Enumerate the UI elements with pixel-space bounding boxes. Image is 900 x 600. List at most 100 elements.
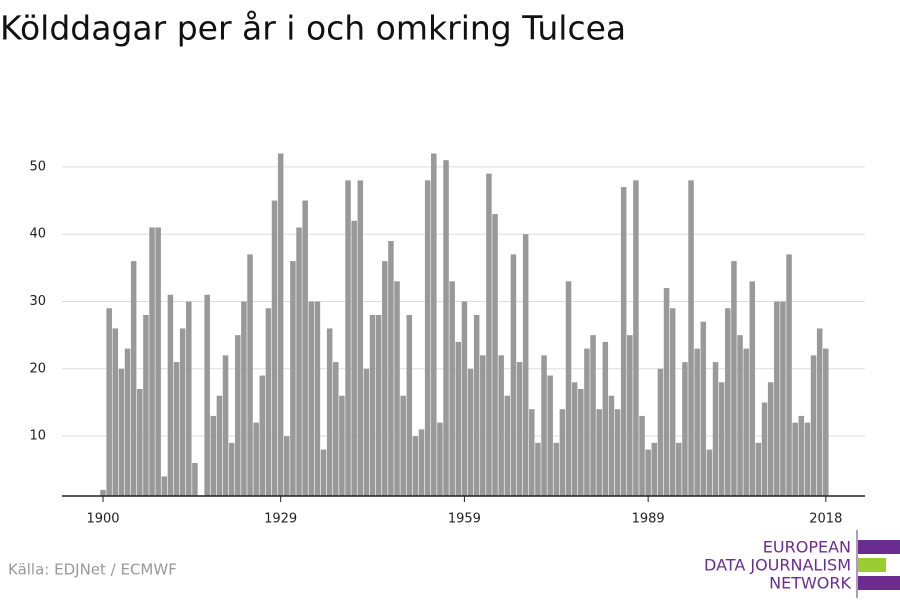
bar <box>265 308 272 496</box>
bar <box>584 348 590 496</box>
bar <box>467 368 474 496</box>
x-tick-label: 1929 <box>264 512 297 527</box>
bar <box>541 355 547 496</box>
bar <box>602 341 609 496</box>
logo-bar <box>858 540 900 554</box>
bar <box>314 301 321 496</box>
bar <box>455 341 462 496</box>
bar <box>633 180 639 497</box>
bar <box>443 160 449 497</box>
bar <box>571 382 578 496</box>
bar <box>284 436 290 496</box>
bar <box>639 415 645 496</box>
bar <box>333 362 339 496</box>
bar <box>155 227 161 496</box>
bar <box>706 449 713 496</box>
bar <box>167 294 174 496</box>
bar <box>351 220 357 496</box>
bar <box>186 301 192 496</box>
bar <box>522 234 529 496</box>
bar <box>596 409 602 496</box>
bar <box>645 449 651 496</box>
bar <box>418 429 425 496</box>
y-tick-label: 20 <box>29 361 46 376</box>
bar <box>302 200 308 496</box>
y-tick-label: 10 <box>29 429 46 444</box>
bar <box>816 328 823 496</box>
bar <box>339 395 345 496</box>
bar <box>480 355 486 496</box>
bar <box>235 335 241 496</box>
bar <box>449 281 455 496</box>
bar <box>118 368 125 496</box>
bar <box>682 362 688 496</box>
bar <box>179 328 186 496</box>
bar <box>382 261 388 496</box>
bar <box>296 227 302 496</box>
bar <box>431 153 437 496</box>
bar <box>761 402 768 496</box>
bar <box>486 173 492 497</box>
bar <box>106 308 112 496</box>
bar <box>308 301 315 496</box>
bar <box>290 261 296 496</box>
bar <box>590 335 596 496</box>
bar <box>798 415 805 496</box>
bar <box>774 301 780 496</box>
bar <box>369 314 376 496</box>
bar <box>755 442 762 496</box>
bar <box>767 382 774 496</box>
bar <box>676 442 682 496</box>
bar <box>412 436 419 496</box>
bar <box>749 281 756 496</box>
bar <box>620 187 627 496</box>
bar <box>823 348 829 496</box>
bar <box>694 348 700 496</box>
bar <box>437 422 443 496</box>
bar <box>137 388 143 496</box>
bar <box>529 409 535 496</box>
bar <box>792 422 798 496</box>
bar <box>559 409 566 496</box>
logo-bar <box>858 558 886 572</box>
bar <box>712 362 719 496</box>
bar <box>516 362 523 496</box>
source: Källa: EDJNet / ECMWF <box>8 561 177 579</box>
bar <box>504 395 511 496</box>
bar <box>271 200 278 496</box>
bar <box>363 368 370 496</box>
bar <box>222 355 229 496</box>
bar <box>143 314 149 496</box>
bar <box>149 227 155 496</box>
chart-title: Kölddagar per år i och omkring Tulcea <box>0 9 626 48</box>
x-tick-label: 1900 <box>86 512 119 527</box>
bar <box>357 180 364 497</box>
bar <box>688 180 694 497</box>
bar <box>498 355 504 496</box>
bar <box>535 442 541 496</box>
bar <box>130 261 137 496</box>
bar <box>700 321 707 496</box>
bar <box>277 153 284 496</box>
bar <box>375 314 382 496</box>
logo-bar <box>858 576 900 590</box>
bar <box>173 362 180 496</box>
bar <box>112 328 119 496</box>
bar <box>253 422 259 496</box>
bar <box>424 180 431 497</box>
bar <box>241 301 247 496</box>
logo: EUROPEAN DATA JOURNALISM NETWORK <box>704 530 900 598</box>
bar <box>627 335 633 496</box>
bar <box>737 335 743 496</box>
y-tick-label: 30 <box>29 294 46 309</box>
bar <box>780 301 786 496</box>
bar <box>400 395 406 496</box>
bar <box>461 301 468 496</box>
bar <box>565 281 572 496</box>
y-tick-label: 40 <box>29 227 46 242</box>
bar <box>608 395 615 496</box>
y-tick-label: 50 <box>29 159 46 174</box>
logo-text: DATA JOURNALISM <box>704 556 851 575</box>
bar <box>578 388 584 496</box>
